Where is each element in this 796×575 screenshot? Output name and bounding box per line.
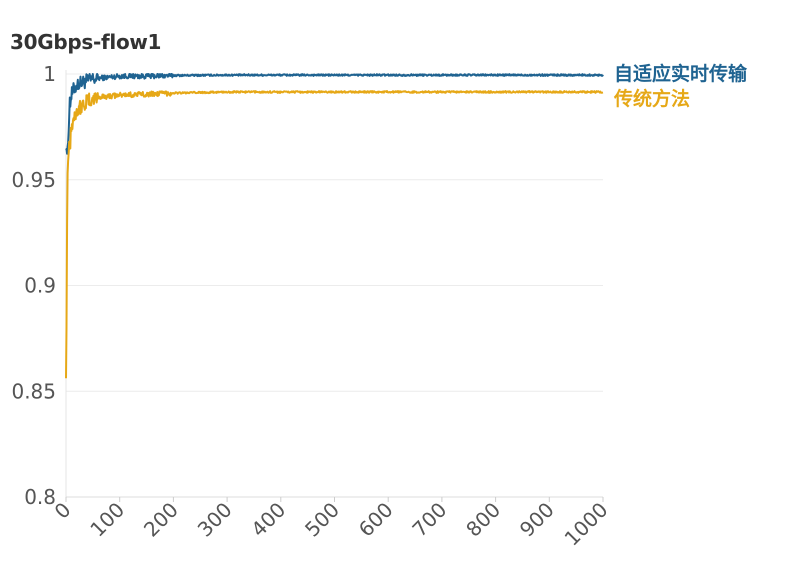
x-tick-label: 500 xyxy=(300,498,344,542)
y-tick-label: 0.85 xyxy=(11,379,56,403)
x-tick-label: 900 xyxy=(515,498,559,542)
grid-layer xyxy=(66,73,603,498)
series-line-0 xyxy=(65,73,604,155)
x-tick-label: 200 xyxy=(139,498,183,542)
x-tick-label: 800 xyxy=(461,498,505,542)
legend-label-1: 传统方法 xyxy=(613,87,690,110)
axis-layer: 0.8 0.85 0.9 0.95 1 0 100 200 300 400 500 600 700 800… xyxy=(11,62,612,551)
x-tick-label: 0 xyxy=(50,498,76,524)
series-line-1 xyxy=(65,90,604,379)
x-tick-label: 100 xyxy=(85,498,129,542)
y-tick-label: 0.95 xyxy=(11,168,56,192)
chart-title: 30Gbps-flow1 xyxy=(10,30,162,54)
y-tick-label: 0.9 xyxy=(24,274,56,298)
legend-label-0: 自适应实时传输 xyxy=(614,62,748,85)
x-tick-label: 600 xyxy=(354,498,398,542)
y-tick-label: 0.8 xyxy=(24,485,56,509)
x-tick-label: 1000 xyxy=(560,498,613,551)
series-layer xyxy=(65,73,604,379)
x-tick-label: 300 xyxy=(193,498,237,542)
x-tick-label: 400 xyxy=(246,498,290,542)
y-tick-label: 1 xyxy=(43,62,56,86)
x-tick-label: 700 xyxy=(407,498,451,542)
